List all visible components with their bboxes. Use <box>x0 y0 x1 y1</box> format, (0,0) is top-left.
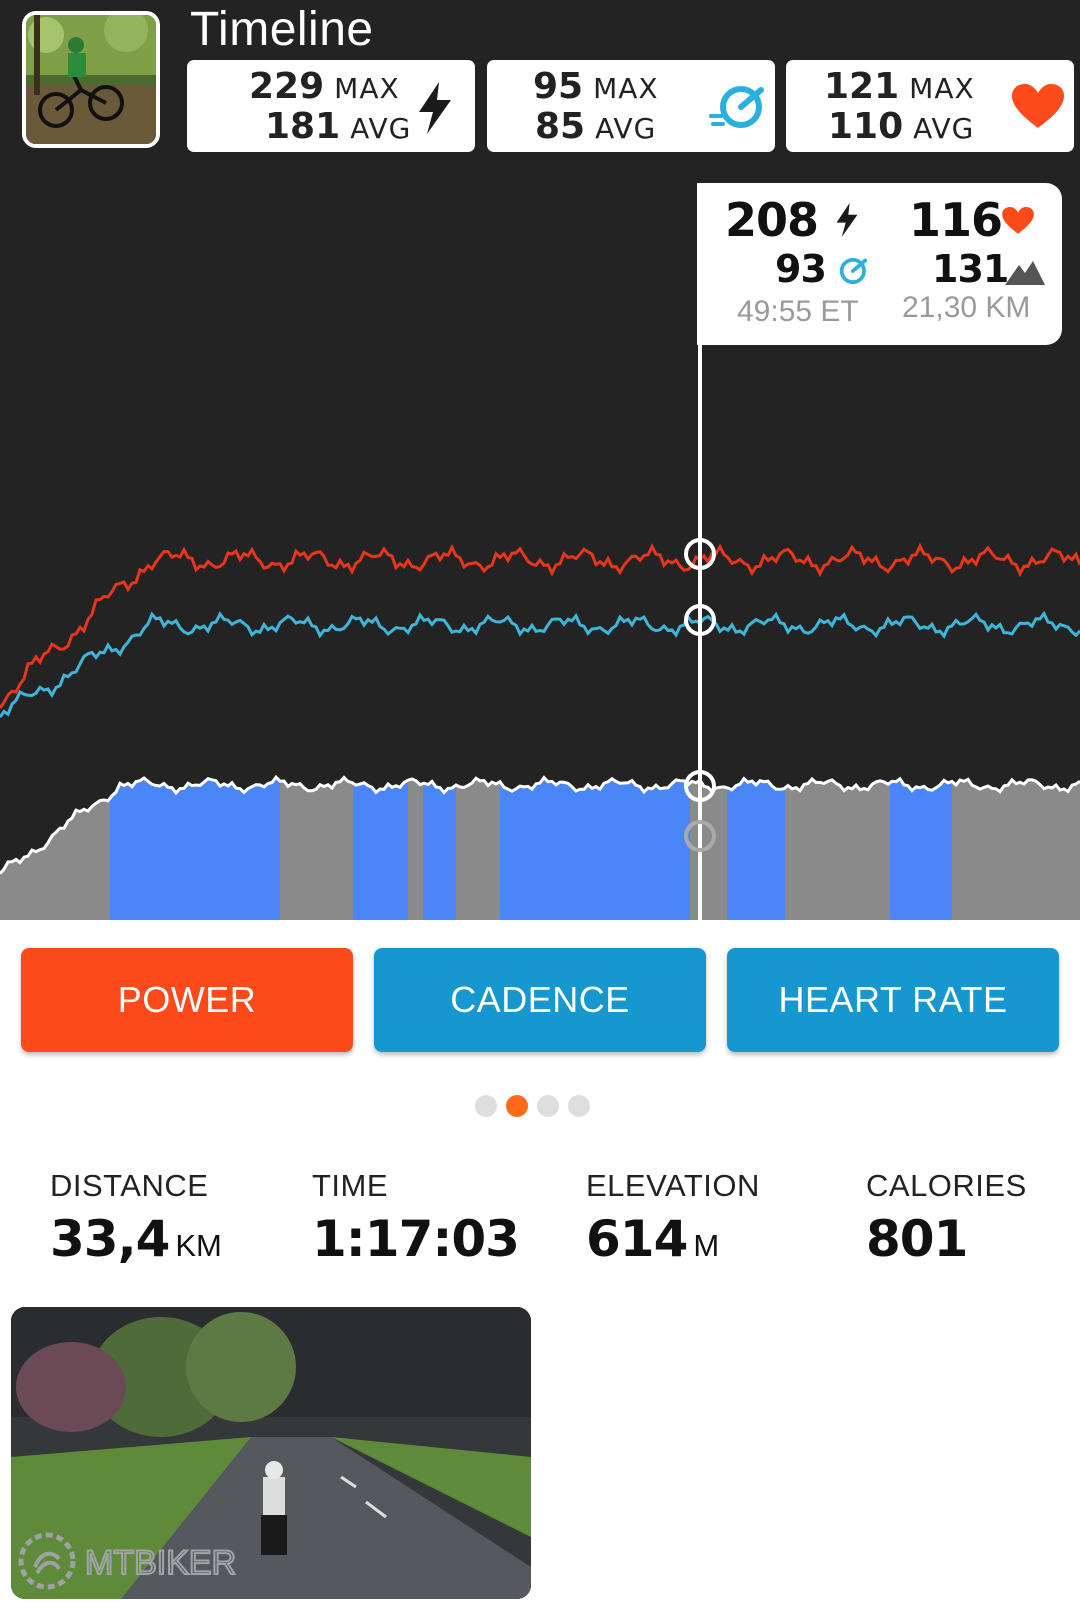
distance-summary: 33,4 KM <box>50 1210 222 1268</box>
mountain-biker-photo <box>26 15 156 144</box>
time-value: 1:17:03 <box>312 1210 520 1268</box>
power-max-row: 229 MAX <box>249 66 400 107</box>
tooltip-elapsed-time: 49:55 ET <box>737 295 859 328</box>
tooltip-cadence-value: 93 <box>775 247 827 291</box>
heart-rate-max-value: 121 <box>824 66 900 107</box>
heart-rate-max-row: 121 MAX <box>824 66 975 107</box>
power-zone-segment <box>353 777 408 920</box>
heart-rate-avg-value: 110 <box>828 106 904 147</box>
virtual-road-image <box>11 1307 531 1599</box>
heart-rate-max-label: MAX <box>909 72 975 105</box>
calories-summary: 801 <box>866 1210 968 1268</box>
power-zone-segment <box>110 777 280 920</box>
elevation-label: ELEVATION <box>586 1168 760 1203</box>
distance-unit: KM <box>175 1228 222 1263</box>
page-dot[interactable] <box>537 1095 559 1117</box>
tooltip-power-value: 208 <box>725 193 819 247</box>
tab-heart-rate[interactable]: HEART RATE <box>727 948 1059 1052</box>
elevation-value: 614 <box>586 1210 688 1268</box>
heart-rate-stats-card: 121 MAX 110 AVG <box>786 60 1074 152</box>
heart-icon <box>1012 84 1064 128</box>
page-dot[interactable] <box>568 1095 590 1117</box>
activity-timeline-chart[interactable] <box>0 160 1080 920</box>
calories-label: CALORIES <box>866 1168 1027 1203</box>
distance-value: 33,4 <box>50 1210 170 1268</box>
cadence-max-row: 95 MAX <box>533 66 659 107</box>
power-stats-card: 229 MAX 181 AVG <box>187 60 475 152</box>
cadence-max-value: 95 <box>533 66 584 107</box>
activity-header: Timeline 229 MAX 181 AVG 95 MAX 85 AVG 121 MA… <box>0 0 1080 920</box>
power-zone-segment <box>423 777 456 920</box>
power-avg-row: 181 AVG <box>265 106 411 147</box>
power-marker <box>684 770 716 802</box>
calories-value: 801 <box>866 1210 968 1268</box>
power-zone-segment <box>890 777 952 920</box>
activity-thumbnail[interactable] <box>22 11 160 148</box>
power-max-value: 229 <box>249 66 325 107</box>
elevation-summary: 614 M <box>586 1210 719 1268</box>
ride-screenshot[interactable]: MTBIKER <box>11 1307 531 1599</box>
mtbiker-logo: MTBIKER <box>18 1532 237 1590</box>
power-line <box>0 774 1080 875</box>
distance-label: DISTANCE <box>50 1168 209 1203</box>
tooltip-distance: 21,30 KM <box>902 291 1031 324</box>
page-dot-active[interactable] <box>506 1095 528 1117</box>
tooltip-elevation-value: 131 <box>932 247 1009 291</box>
heart-rate-marker <box>684 538 716 570</box>
bolt-icon <box>836 203 858 237</box>
watermark-text: MTBIKER <box>85 1544 236 1582</box>
tooltip-heart-rate-value: 116 <box>909 193 1003 247</box>
watermark: MTBIKER <box>17 1529 277 1597</box>
power-area <box>0 774 1080 920</box>
elevation-marker <box>684 820 716 852</box>
heart-rate-line <box>0 542 1080 709</box>
heart-rate-avg-row: 110 AVG <box>828 106 974 147</box>
power-avg-value: 181 <box>265 106 341 147</box>
power-max-label: MAX <box>334 72 400 105</box>
tab-cadence[interactable]: CADENCE <box>374 948 706 1052</box>
mountain-icon <box>1005 261 1045 285</box>
cadence-gauge-icon <box>839 257 868 285</box>
cadence-max-label: MAX <box>593 72 659 105</box>
cadence-marker <box>684 604 716 636</box>
scrub-tooltip: 208 116 93 131 49:55 ET 21,30 KM <box>697 183 1062 345</box>
bolt-icon <box>419 82 451 134</box>
time-label: TIME <box>312 1168 389 1203</box>
cadence-line <box>0 610 1080 718</box>
cadence-avg-row: 85 AVG <box>535 106 656 147</box>
time-summary: 1:17:03 <box>312 1210 520 1268</box>
heart-rate-avg-label: AVG <box>913 112 975 145</box>
cadence-stats-card: 95 MAX 85 AVG <box>487 60 775 152</box>
power-avg-label: AVG <box>350 112 412 145</box>
cadence-avg-value: 85 <box>535 106 586 147</box>
cadence-avg-label: AVG <box>595 112 657 145</box>
elevation-unit: M <box>693 1228 720 1263</box>
tab-power[interactable]: POWER <box>21 948 353 1052</box>
page-dot[interactable] <box>475 1095 497 1117</box>
page-title: Timeline <box>190 3 374 56</box>
power-zone-segment <box>500 777 690 920</box>
power-zone-segment <box>727 777 785 920</box>
heart-icon <box>1002 207 1034 234</box>
cadence-gauge-icon <box>709 86 764 128</box>
